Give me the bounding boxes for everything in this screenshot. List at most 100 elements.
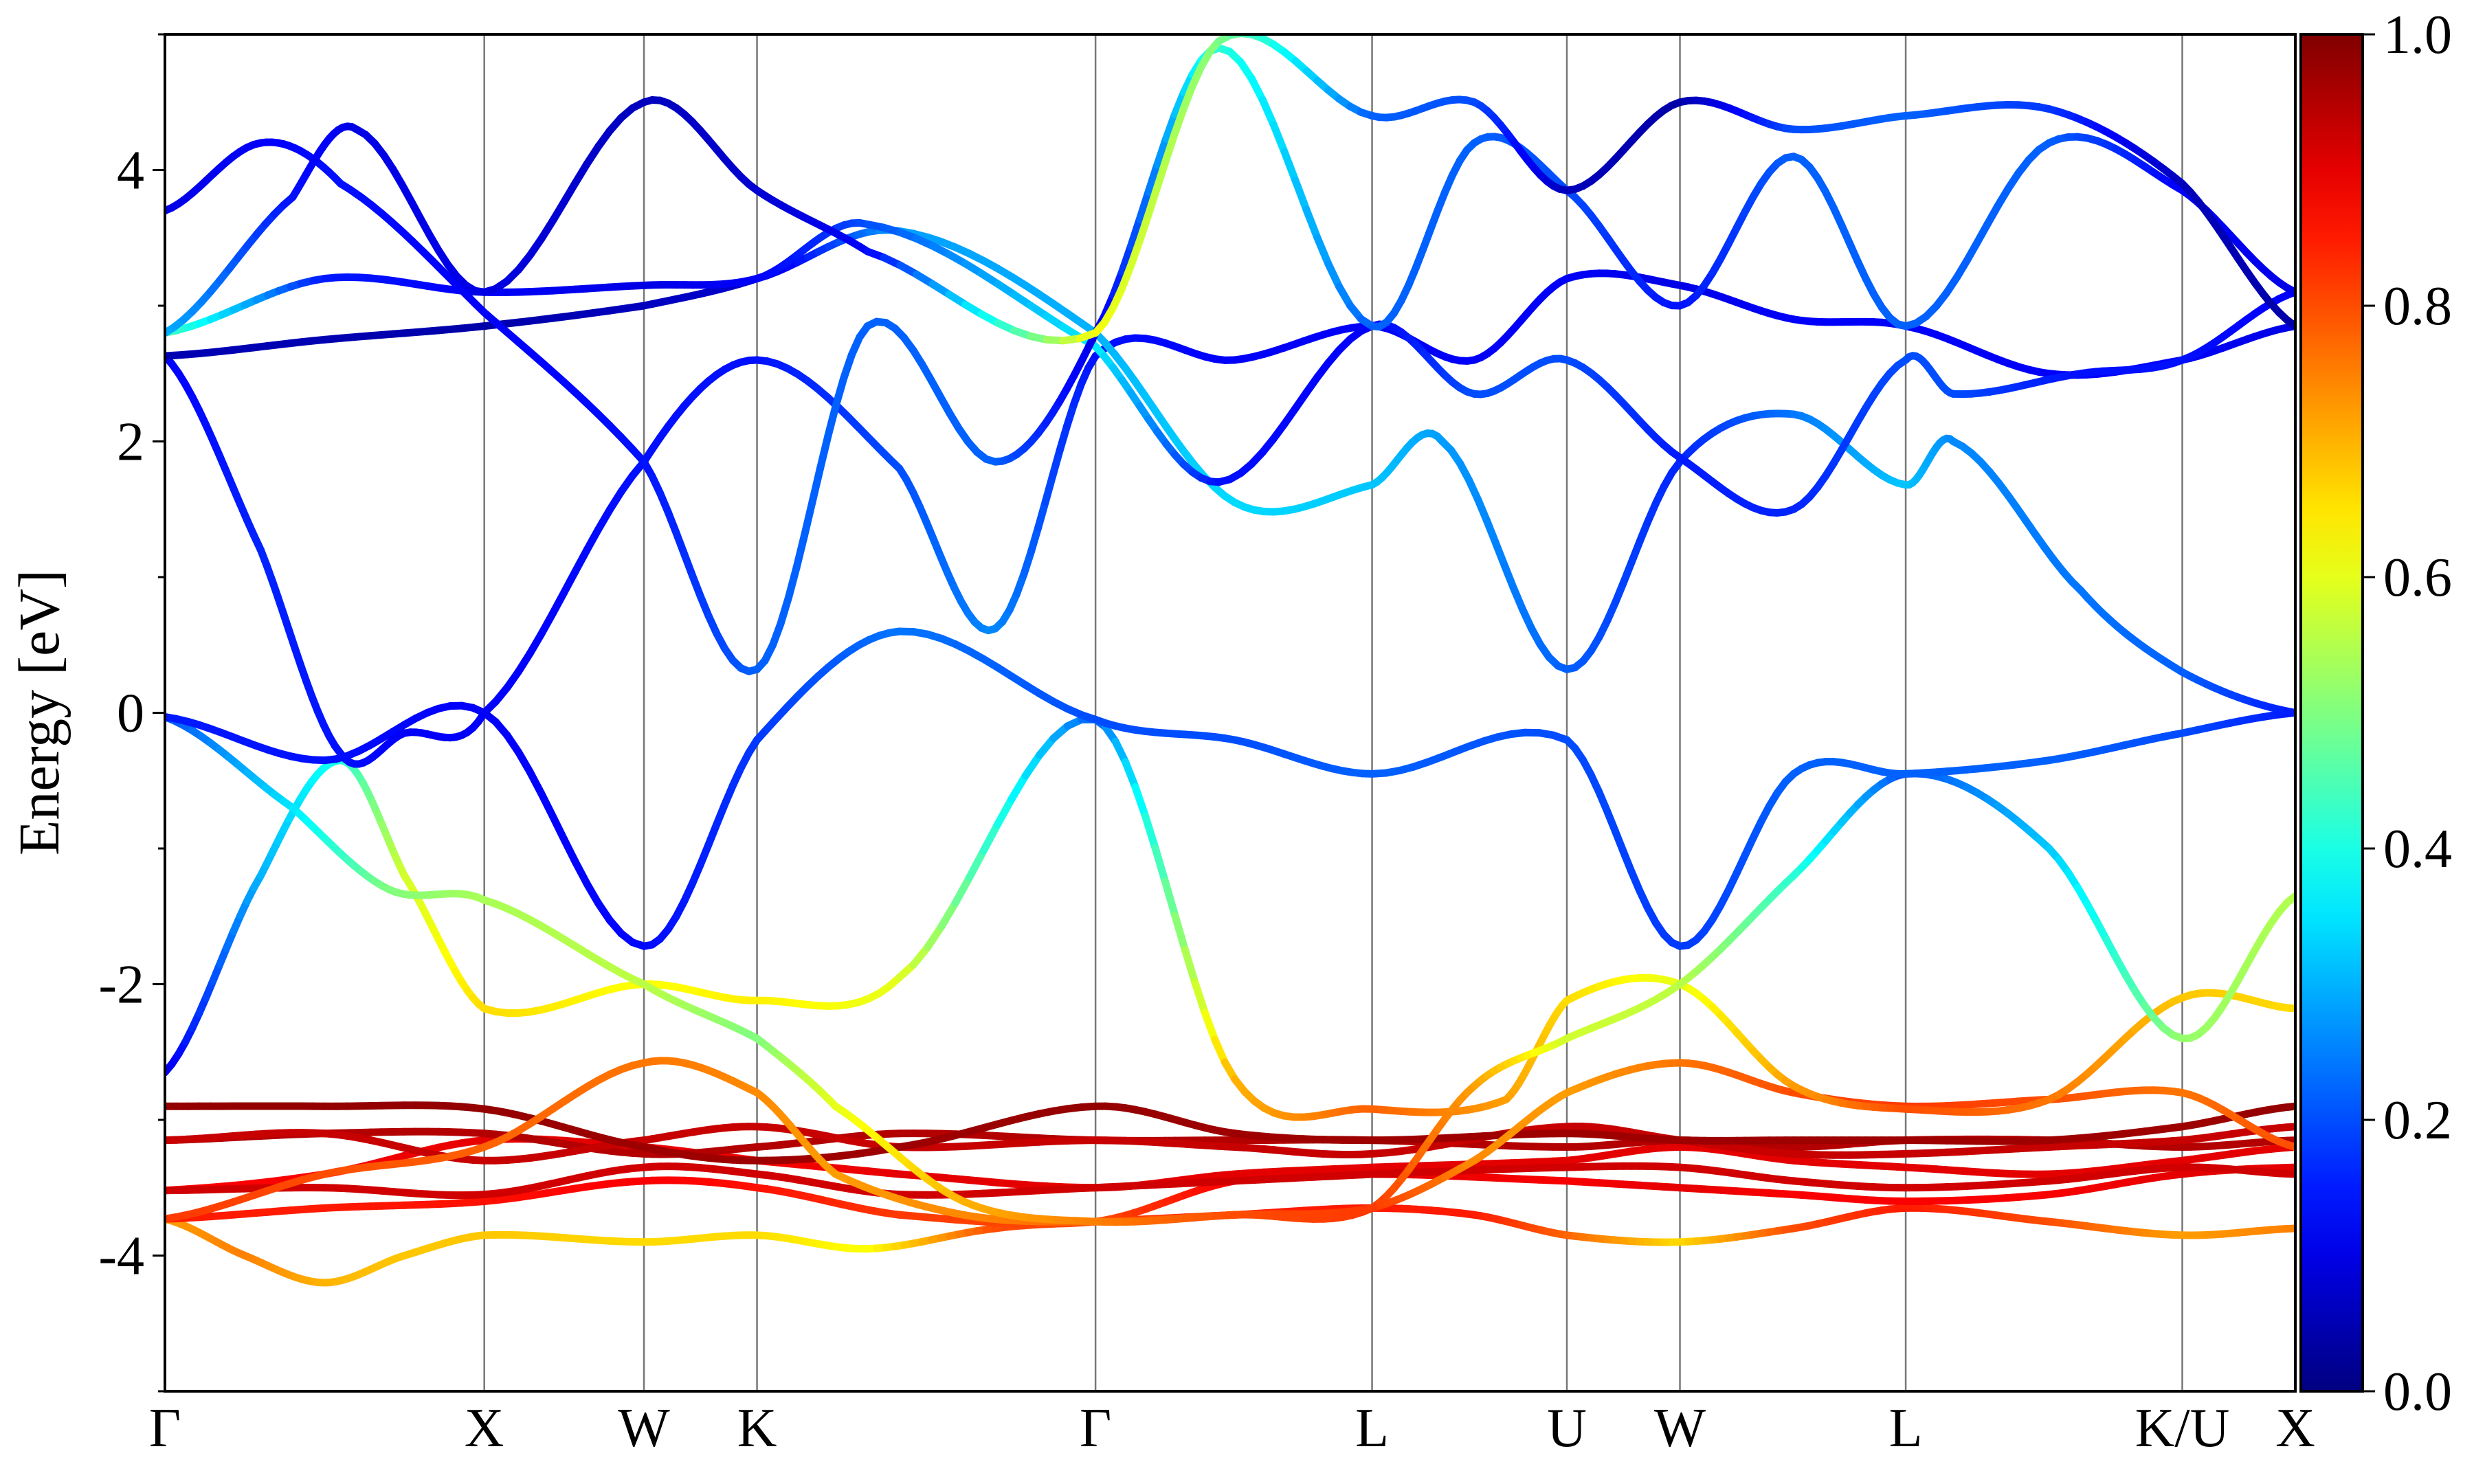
x-tick-label: K/U <box>2135 1398 2230 1459</box>
band-segment <box>680 550 697 580</box>
band-segment <box>800 498 816 540</box>
band-7 <box>165 1057 2295 1226</box>
band-segment <box>1062 400 1078 430</box>
band-segment <box>1126 216 1144 251</box>
y-tick-label: 4 <box>117 141 144 201</box>
y-tick-label: -4 <box>98 1226 144 1287</box>
band-segment <box>993 795 1016 829</box>
band-segment <box>1041 472 1057 506</box>
band-segment <box>1247 74 1267 104</box>
x-tick-label: U <box>1547 1398 1587 1459</box>
band-segment <box>951 873 974 907</box>
band-segment <box>1126 237 1144 270</box>
x-axis-ticks: Γ X W K Γ L U W L K/U X <box>149 1398 2315 1459</box>
band-segment <box>1109 268 1126 300</box>
band-segment <box>1500 561 1517 592</box>
colorbar-tick-label: 0.6 <box>2383 548 2452 608</box>
band-segment <box>1211 1035 1229 1066</box>
x-tick-label: X <box>465 1398 504 1459</box>
band-segment <box>1258 95 1278 128</box>
x-tick-label: K <box>737 1398 777 1459</box>
band-segment <box>1153 156 1170 192</box>
band-segment <box>1118 243 1135 276</box>
band-segment <box>966 847 988 881</box>
band-segment <box>537 609 557 638</box>
x-tick-label: L <box>1355 1398 1389 1459</box>
band-segment <box>1302 205 1322 242</box>
band-segment <box>924 923 946 952</box>
band-segment <box>548 588 568 618</box>
band-segment <box>1153 135 1170 169</box>
band-6 <box>165 1101 2295 1165</box>
x-tick-label: W <box>618 1398 670 1459</box>
band-segment <box>571 546 591 575</box>
band-segment <box>583 525 603 554</box>
band-10 <box>165 627 2295 950</box>
colorbar-tick-label: 0.0 <box>2383 1362 2452 1422</box>
band-segment <box>937 899 959 931</box>
band-segment <box>832 374 848 409</box>
band-8 <box>165 715 2295 1121</box>
band-segment <box>769 620 785 649</box>
x-tick-label: Γ <box>149 1398 181 1459</box>
x-tick-label: L <box>1889 1398 1923 1459</box>
band-segment <box>1131 783 1149 820</box>
colorbar-gradient <box>2299 33 2364 1393</box>
band-segment <box>1144 183 1161 219</box>
band-13 <box>165 218 2295 517</box>
band-segment <box>1034 498 1049 532</box>
band-segment <box>1269 120 1289 156</box>
band-segment <box>1491 539 1508 570</box>
band-15 <box>165 34 2295 345</box>
band-segment <box>1049 447 1064 480</box>
band-segment <box>777 594 792 628</box>
band-segment <box>1474 495 1491 525</box>
band-segment <box>571 858 591 888</box>
band-segment <box>1291 177 1311 214</box>
band-segment <box>1135 188 1152 224</box>
band-segment <box>1191 978 1209 1017</box>
y-axis-ticks: -4 -2 0 2 4 <box>98 33 165 1393</box>
x-tick-label: Γ <box>1080 1398 1111 1459</box>
x-tick-label: X <box>2275 1398 2315 1459</box>
band-12 <box>165 226 2295 717</box>
band-segment <box>1141 812 1159 852</box>
band-segment <box>672 529 689 559</box>
band-segment <box>1179 82 1196 113</box>
band-segment <box>979 820 1001 855</box>
band-segment <box>1162 129 1179 164</box>
colorbar-tick-label: 0.4 <box>2383 819 2452 879</box>
band-segment <box>1170 104 1188 137</box>
band-segment <box>548 812 568 844</box>
band-segment <box>1118 262 1135 293</box>
band-segment <box>1509 584 1526 613</box>
band-segment <box>1324 260 1344 291</box>
y-axis-label: Energy [eV] <box>8 570 71 855</box>
band-segment <box>808 464 824 506</box>
y-tick-label: 0 <box>117 684 144 744</box>
band-segment <box>1122 758 1139 791</box>
band-segment <box>560 835 579 866</box>
band-segment <box>537 789 557 820</box>
band-9 <box>165 712 2295 1226</box>
band-segment <box>1170 89 1188 119</box>
band-segment <box>560 567 579 596</box>
x-tick-label: W <box>1654 1398 1706 1459</box>
colorbar: 0.0 0.2 0.4 0.6 0.8 1.0 <box>2299 5 2452 1422</box>
band-segment <box>784 563 801 602</box>
band-segment <box>1135 211 1152 245</box>
band-segment <box>792 532 808 572</box>
band-segment <box>1483 517 1500 547</box>
colorbar-tick-label: 1.0 <box>2383 5 2452 65</box>
band-segment <box>1201 1009 1219 1044</box>
band-segment <box>1313 234 1333 268</box>
band-lines <box>165 34 2295 1287</box>
band-segment <box>1171 912 1189 954</box>
band-segment <box>1144 161 1161 196</box>
band-segment <box>514 748 534 776</box>
plot-background <box>165 34 2295 1391</box>
band-segment <box>1027 524 1043 556</box>
band-segment <box>1181 945 1199 987</box>
band-segment <box>1151 844 1169 886</box>
